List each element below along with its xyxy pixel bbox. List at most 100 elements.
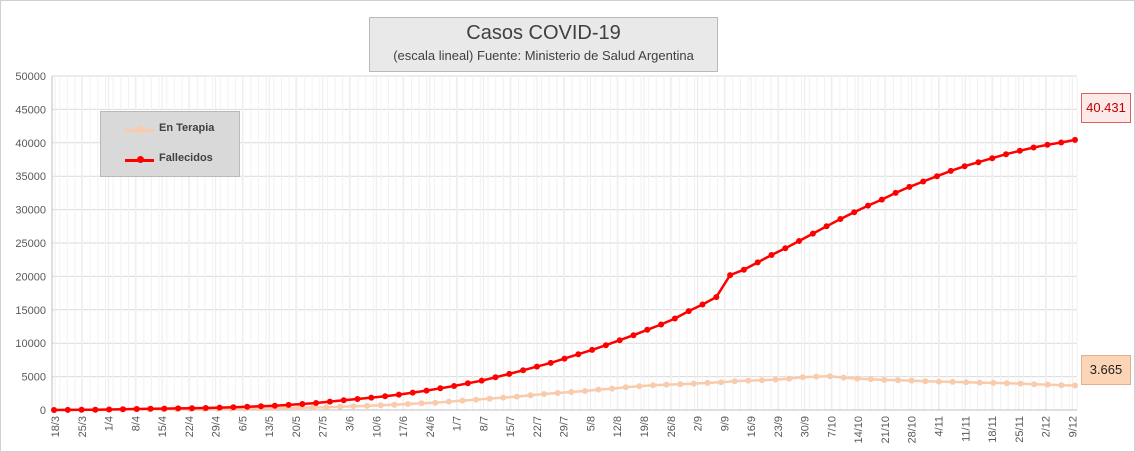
y-tick-label: 45000 [15,104,46,116]
data-point-fallecidos [202,405,209,411]
data-point-fallecidos [768,252,775,258]
data-point-en-terapia [963,379,970,386]
data-point-fallecidos [520,367,527,374]
data-point-en-terapia [758,377,765,384]
data-point-fallecidos [285,401,292,408]
data-point-fallecidos [437,385,444,392]
data-point-fallecidos [713,294,720,301]
data-point-fallecidos [189,405,195,412]
data-point-fallecidos [1030,144,1037,151]
x-tick-label: 10/6 [371,416,383,437]
data-point-fallecidos [492,374,499,381]
data-point-en-terapia [1031,381,1038,388]
data-point-en-terapia [568,389,575,395]
x-tick-label: 14/10 [853,416,865,444]
data-point-en-terapia [949,378,956,385]
data-point-fallecidos [423,387,430,394]
data-point-fallecidos [106,406,113,413]
legend-item-en-terapia: En Terapia [101,120,239,140]
data-point-fallecidos [699,301,706,308]
chart-subtitle: (escala lineal) Fuente: Ministerio de Sa… [393,48,694,63]
data-point-en-terapia [541,391,548,397]
data-point-fallecidos [561,355,568,362]
data-point-en-terapia [663,381,670,388]
data-point-fallecidos [64,406,71,413]
y-tick-label: 15000 [15,305,46,317]
data-point-en-terapia [391,401,398,408]
data-point-fallecidos [782,245,789,252]
data-point-en-terapia [595,386,602,393]
data-point-fallecidos [685,308,692,315]
y-tick-label: 25000 [15,238,46,250]
x-tick-label: 9/12 [1067,416,1079,437]
data-point-en-terapia [459,397,466,404]
callout-fallecidos-last-value: 40.431 [1081,93,1131,123]
data-point-fallecidos [961,163,968,170]
data-point-fallecidos [547,359,554,366]
data-point-fallecidos [478,377,485,384]
data-point-fallecidos [865,202,871,209]
data-point-fallecidos [658,321,665,328]
y-tick-label: 10000 [15,338,46,350]
x-tick-label: 30/9 [800,416,812,437]
data-point-en-terapia [377,402,384,409]
legend-marker-fallecidos [137,156,144,163]
x-tick-label: 1/7 [452,416,464,431]
data-point-en-terapia [772,376,779,383]
data-point-en-terapia [486,395,493,402]
data-point-fallecidos [878,196,885,203]
data-point-fallecidos [299,401,306,407]
data-point-fallecidos [147,405,154,412]
x-tick-label: 6/5 [237,416,249,431]
x-tick-label: 18/3 [50,416,62,437]
data-point-en-terapia [881,376,888,383]
data-point-fallecidos [382,393,389,400]
data-point-en-terapia [1003,380,1010,387]
x-tick-label: 17/6 [398,416,410,437]
data-point-fallecidos [464,380,471,387]
x-tick-label: 1/4 [104,416,116,431]
data-point-fallecidos [92,406,99,413]
callout-en-terapia-last-value: 3.665 [1081,355,1131,385]
x-gridlines [51,76,1078,410]
data-point-fallecidos [589,346,596,353]
data-point-en-terapia [1058,382,1065,389]
x-tick-label: 13/5 [264,416,276,437]
x-tick-label: 25/3 [77,416,89,437]
x-tick-label: 16/9 [746,416,758,437]
y-tick-label: 50000 [15,71,46,83]
legend-marker-en-terapia [137,126,144,133]
y-tick-label: 5000 [22,372,46,384]
data-point-fallecidos [1058,139,1065,146]
data-point-en-terapia [432,399,439,406]
x-tick-label: 15/4 [157,416,169,437]
x-tick-label: 25/11 [1014,416,1026,443]
data-point-en-terapia [554,390,561,396]
data-point-en-terapia [500,394,507,401]
data-point-fallecidos [451,383,458,389]
legend-label-fallecidos: Fallecidos [159,152,213,164]
data-point-en-terapia [350,403,357,410]
data-point-en-terapia [609,385,616,392]
x-tick-label: 12/8 [612,416,624,437]
chart-title-box: Casos COVID-19 (escala lineal) Fuente: M… [369,17,718,72]
data-point-fallecidos [175,405,182,412]
data-point-en-terapia [813,373,820,380]
data-point-en-terapia [418,400,425,407]
data-point-en-terapia [1044,381,1051,388]
data-point-en-terapia [364,402,371,409]
data-point-fallecidos [575,351,582,358]
data-point-en-terapia [690,380,697,387]
data-point-en-terapia [990,379,997,386]
data-point-en-terapia [840,374,847,381]
data-point-fallecidos [934,173,940,180]
data-point-en-terapia [445,398,452,405]
x-tick-label: 7/10 [826,416,838,437]
y-tick-label: 20000 [15,271,46,283]
x-tick-label: 8/7 [478,416,490,431]
data-point-en-terapia [650,382,656,389]
data-point-fallecidos [326,398,333,405]
data-point-fallecidos [133,406,140,412]
data-point-en-terapia [976,379,983,386]
x-tick-labels: 18/3 25/3 1/4 8/4 15/4 22/4 29/4 6/5 13/5 20/5 27/… [50,416,1079,444]
